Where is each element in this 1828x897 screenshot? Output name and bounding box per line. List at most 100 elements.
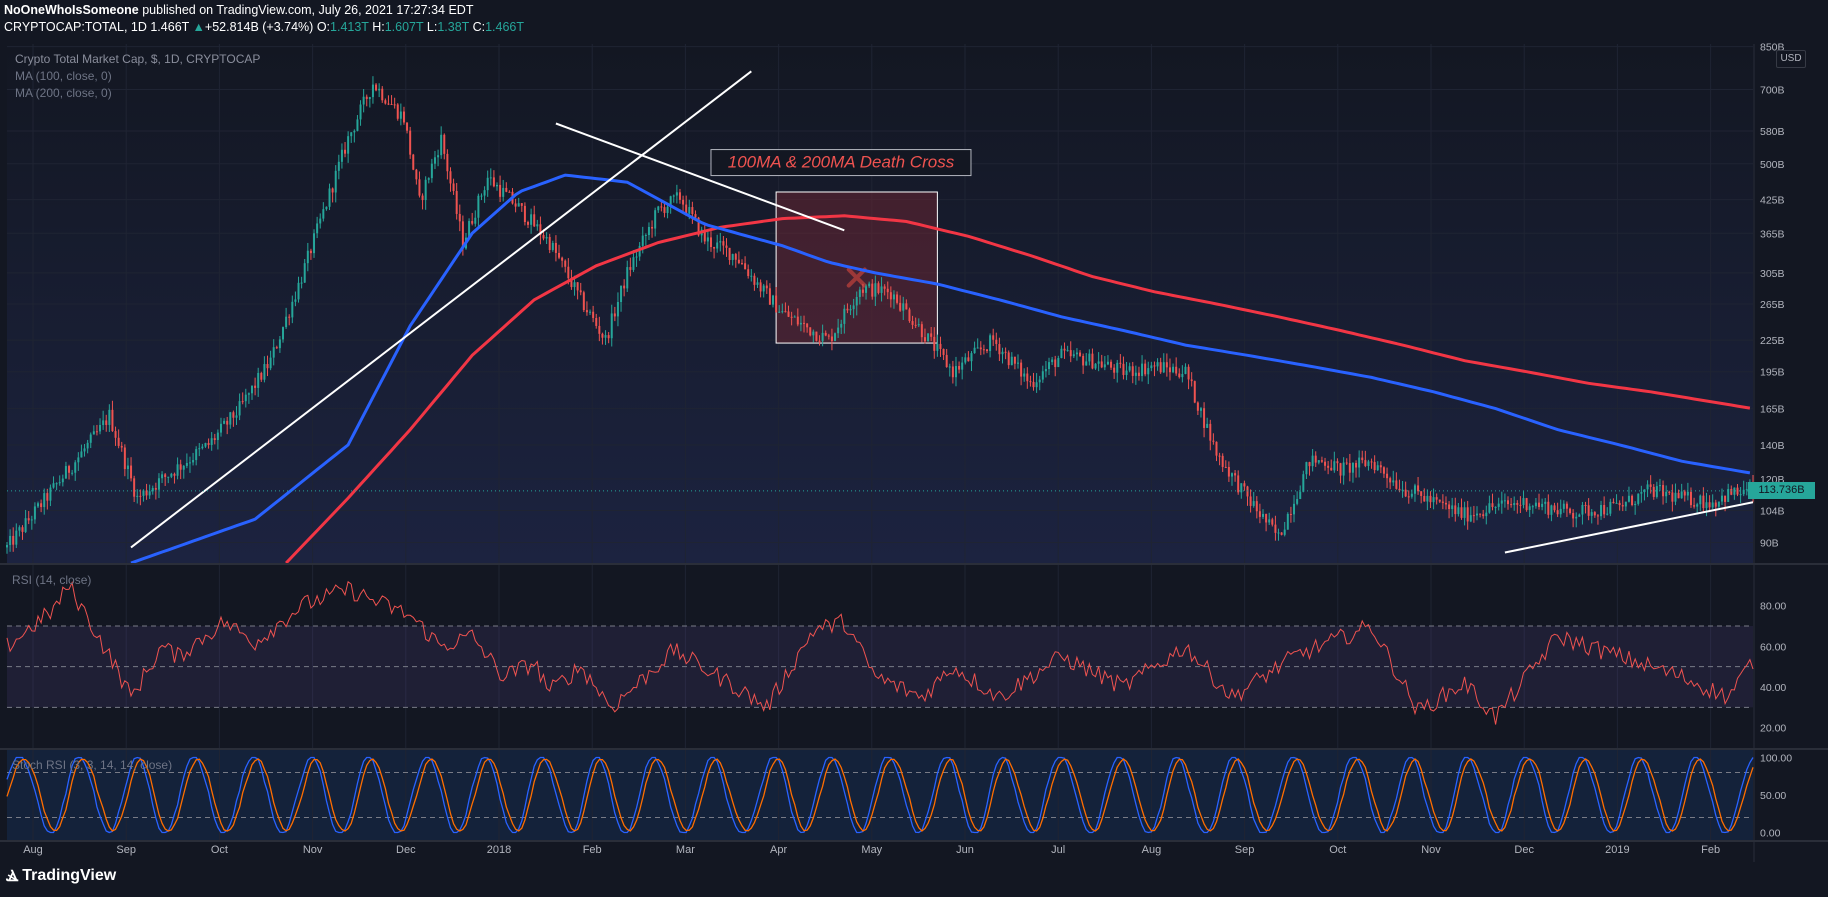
candle-body	[142, 490, 145, 496]
candle-body	[278, 339, 281, 349]
candle-body	[719, 241, 722, 243]
candle-body	[68, 466, 71, 473]
candle-body	[1503, 500, 1506, 502]
x-tick-label: Dec	[396, 844, 416, 856]
candle-body	[1361, 457, 1364, 461]
candle-body	[861, 289, 864, 293]
legend-rsi[interactable]: RSI (14, close)	[12, 573, 92, 587]
high-value: 1.607T	[384, 20, 424, 34]
candle-body	[9, 535, 12, 546]
candle-body	[213, 438, 216, 441]
candle-body	[313, 233, 316, 254]
candle-body	[1029, 381, 1032, 383]
candle-body	[1159, 362, 1162, 373]
published-text: published on TradingView.com, July 26, 2…	[142, 3, 474, 17]
candle-body	[1720, 495, 1723, 502]
candle-body	[139, 495, 142, 497]
candle-body	[1020, 362, 1023, 377]
candle-body	[235, 415, 238, 418]
candle-body	[1373, 462, 1376, 471]
candle-body	[1593, 512, 1596, 516]
candle-body	[561, 257, 564, 261]
candle-body	[1745, 489, 1748, 491]
currency-badge[interactable]: USD	[1776, 50, 1806, 68]
candle-body	[669, 196, 672, 207]
candle-body	[1339, 463, 1342, 476]
candle-body	[188, 462, 191, 464]
x-tick-label: Aug	[1142, 844, 1162, 856]
candle-body	[892, 294, 895, 300]
candle-body	[1187, 366, 1190, 380]
candle-body	[300, 282, 303, 284]
candle-body	[713, 247, 716, 249]
legend-ma100[interactable]: MA (100, close, 0)	[15, 69, 112, 83]
price-tick-label: 500B	[1760, 159, 1785, 171]
candle-body	[948, 366, 951, 368]
candle-body	[334, 170, 337, 193]
publisher-name[interactable]: NoOneWhoIsSomeone	[4, 3, 139, 17]
candle-body	[1057, 358, 1060, 368]
candle-body	[1730, 488, 1733, 495]
legend-ma200[interactable]: MA (200, close, 0)	[15, 86, 112, 100]
x-tick-label: Jul	[1051, 844, 1065, 856]
price-tick-label: 104B	[1760, 506, 1785, 518]
candle-body	[1714, 502, 1717, 507]
candle-body	[1075, 352, 1078, 355]
candle-body	[74, 462, 77, 473]
candle-body	[558, 252, 561, 258]
candle-body	[1438, 499, 1441, 502]
open-label: O:	[316, 20, 331, 34]
candle-body	[269, 357, 272, 369]
symbol-label: CRYPTOCAP:TOTAL, 1D	[4, 20, 147, 34]
candle-body	[998, 344, 1001, 355]
footer-logo[interactable]: Ⳛ TradingView	[6, 866, 116, 886]
candle-body	[942, 349, 945, 355]
candle-body	[340, 149, 343, 162]
candle-body	[291, 301, 294, 318]
candle-body	[123, 447, 126, 470]
candle-body	[750, 275, 753, 277]
candle-body	[1122, 363, 1125, 375]
candle-body	[1600, 505, 1603, 517]
candle-body	[1060, 348, 1063, 359]
candle-body	[337, 161, 340, 171]
candle-body	[858, 289, 861, 297]
annotation-label: 100MA & 200MA Death Cross	[728, 153, 955, 172]
candle-body	[257, 372, 260, 388]
candle-body	[846, 308, 849, 311]
price-tick-label: 365B	[1760, 228, 1785, 240]
legend-title[interactable]: Crypto Total Market Cap, $, 1D, CRYPTOCA…	[15, 52, 261, 66]
candle-body	[443, 134, 446, 154]
candle-body	[1494, 506, 1497, 508]
rsi-tick-label: 60.00	[1760, 641, 1786, 653]
candle-body	[638, 245, 641, 257]
candle-body	[1432, 497, 1435, 503]
publish-header: NoOneWhoIsSomeone published on TradingVi…	[4, 3, 473, 17]
candle-body	[582, 292, 585, 311]
up-arrow-icon: ▲	[192, 20, 205, 34]
candle-body	[1417, 485, 1420, 492]
candle-body	[1646, 484, 1649, 490]
candle-body	[1330, 467, 1333, 471]
candle-body	[880, 286, 883, 293]
candle-body	[306, 250, 309, 264]
candle-body	[852, 305, 855, 310]
candle-body	[688, 207, 691, 214]
candle-body	[1268, 519, 1271, 523]
candle-body	[685, 204, 688, 214]
candle-body	[1221, 455, 1224, 467]
x-tick-label: 2019	[1605, 844, 1629, 856]
candle-body	[1544, 501, 1547, 504]
candle-body	[480, 195, 483, 197]
candle-body	[359, 104, 362, 120]
candle-body	[1618, 502, 1621, 506]
candle-body	[502, 187, 505, 197]
candle-body	[1206, 423, 1209, 428]
candle-body	[803, 322, 806, 324]
candle-body	[474, 217, 477, 224]
candle-body	[744, 263, 747, 270]
legend-stoch[interactable]: Stoch RSI (3, 3, 14, 14, close)	[12, 758, 173, 772]
candle-body	[1150, 365, 1153, 369]
candle-body	[694, 214, 697, 218]
